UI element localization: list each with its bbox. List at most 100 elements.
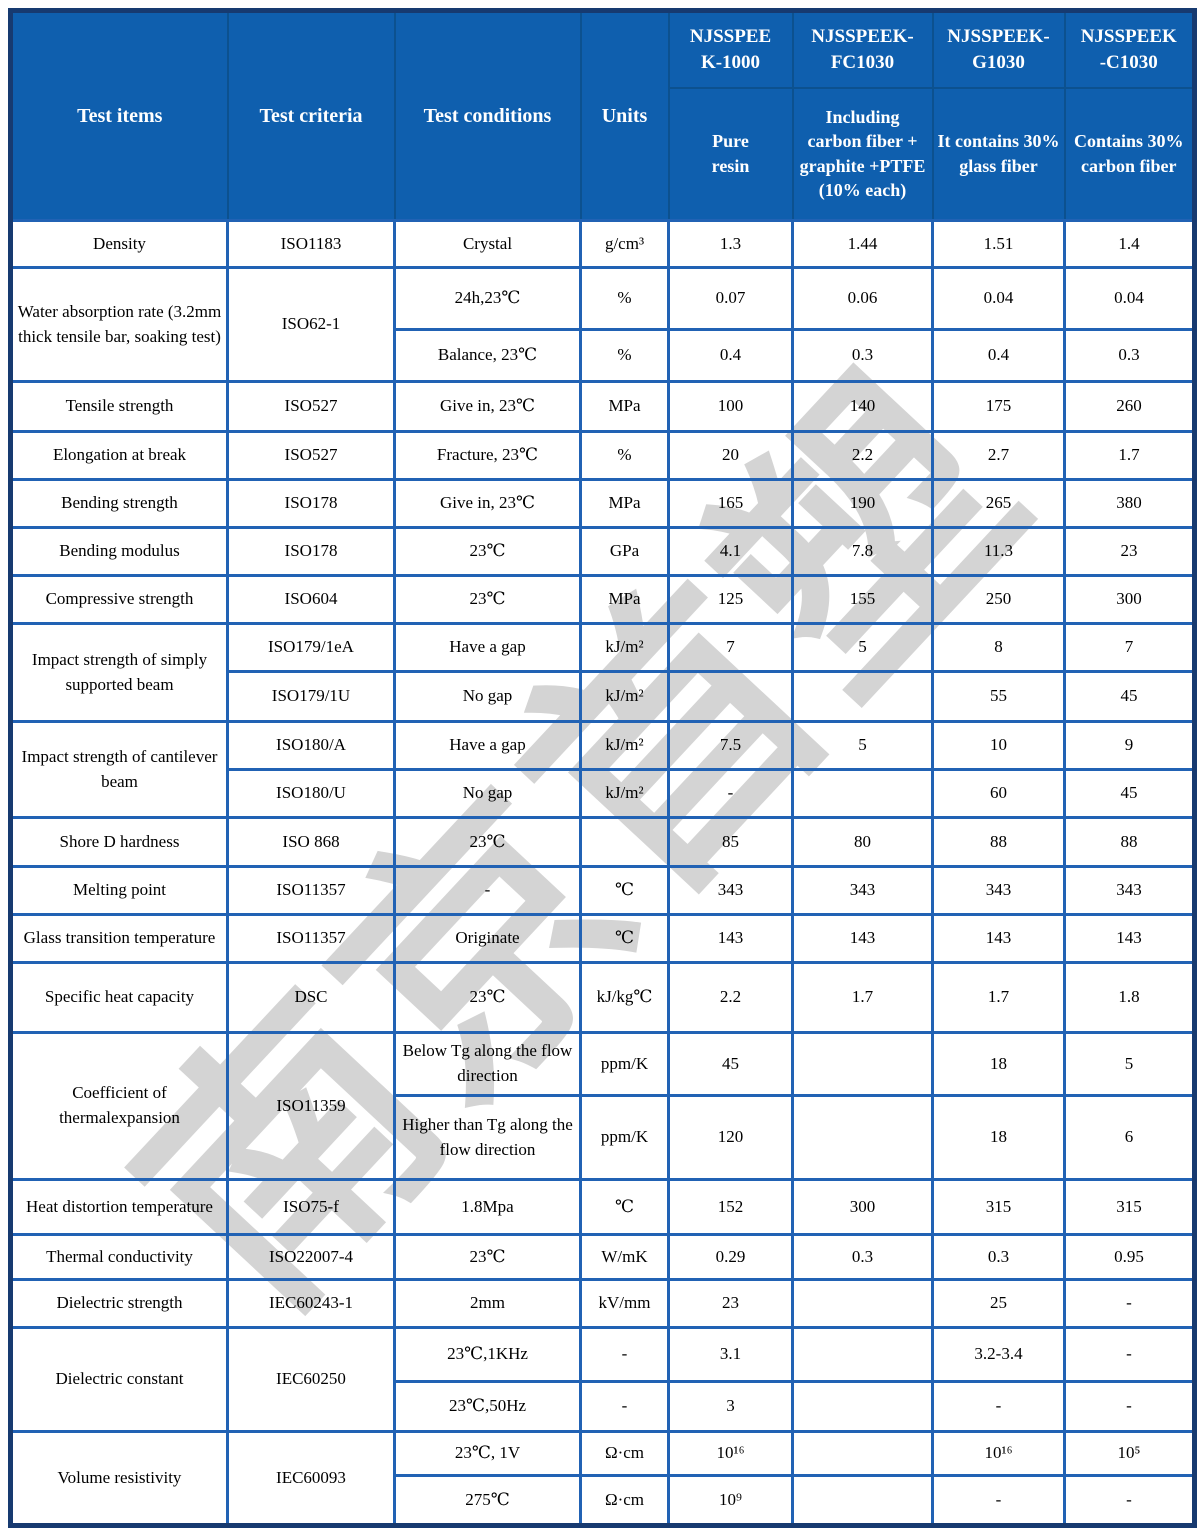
test-item-cell: Water absorption rate (3.2mm thick tensi…: [9, 266, 229, 383]
value-cell: 1.51: [931, 219, 1066, 269]
value-cell: 152: [667, 1178, 794, 1236]
value-cell: 100: [667, 380, 794, 433]
value-cell: 143: [931, 913, 1066, 964]
value-cell: 10⁹: [667, 1474, 794, 1527]
unit-cell: kJ/m²: [579, 720, 670, 771]
test-item-cell: Bending modulus: [9, 526, 229, 577]
condition-cell: Have a gap: [393, 622, 582, 673]
value-cell: 0.07: [667, 266, 794, 331]
unit-cell: %: [579, 430, 670, 481]
header-test-items: Test items: [9, 9, 229, 222]
value-cell: 0.29: [667, 1233, 794, 1281]
condition-cell: Crystal: [393, 219, 582, 269]
table-body: Density ISO1183 Crystal g/cm³ 1.3 1.44 1.51 1.4…: [9, 219, 1196, 1527]
table-row: Balance, 23℃% 0.4 0.3 0.4 0.3: [11, 328, 1196, 383]
value-cell: 0.3: [1063, 328, 1196, 383]
value-cell: 3.2-3.4: [931, 1326, 1066, 1383]
condition-cell: 23℃: [393, 961, 582, 1034]
unit-cell: ppm/K: [579, 1031, 670, 1097]
unit-cell: MPa: [579, 574, 670, 625]
table-row: Shore D hardness ISO 868 23℃ 85 80 88 88: [9, 816, 1196, 868]
test-item-cell: Thermal conductivity: [9, 1233, 229, 1281]
value-cell: 18: [931, 1031, 1066, 1097]
value-cell: -: [667, 768, 794, 819]
unit-cell: %: [579, 266, 670, 331]
table-row: Melting point ISO11357- ℃ 343 343 343 343: [9, 865, 1196, 916]
criteria-cell: ISO11357: [226, 913, 396, 964]
value-cell: 18: [931, 1094, 1066, 1181]
value-cell: 45: [1063, 768, 1196, 819]
test-item-cell: Shore D hardness: [9, 816, 229, 868]
test-item-cell: Dielectric constant: [9, 1326, 229, 1433]
value-cell: -: [1063, 1278, 1196, 1329]
value-cell: -: [1063, 1474, 1196, 1527]
condition-cell: 24h,23℃: [393, 266, 582, 331]
condition-cell: 23℃: [393, 816, 582, 868]
value-cell: 11.3: [931, 526, 1066, 577]
value-cell: 143: [667, 913, 794, 964]
unit-cell: kJ/kg℃: [579, 961, 670, 1034]
table-row: Thermal conductivity ISO22007-4 23℃ W/mK 0.2…: [9, 1233, 1196, 1281]
table-row: Compressive strength ISO604 23℃ MPa 125 155 25…: [9, 574, 1196, 625]
value-cell: 143: [1063, 913, 1196, 964]
value-cell: 88: [931, 816, 1066, 868]
table-row: Coefficient of thermalexpansion ISO11359 B…: [9, 1031, 1196, 1181]
value-cell: -: [1063, 1380, 1196, 1433]
criteria-cell: ISO179/1U: [226, 670, 396, 723]
unit-cell: MPa: [579, 380, 670, 433]
condition-cell: 1.8Mpa: [393, 1178, 582, 1236]
value-cell: [667, 670, 794, 723]
value-cell: 1.8: [1063, 961, 1196, 1034]
test-item-cell: Glass transition temperature: [9, 913, 229, 964]
unit-cell: -: [579, 1326, 670, 1383]
value-cell: 20: [667, 430, 794, 481]
table-row: Impact strength of simply supported beam…: [9, 622, 1196, 723]
value-cell: 343: [667, 865, 794, 916]
value-cell: 0.3: [931, 1233, 1066, 1281]
value-cell: [791, 1031, 934, 1097]
value-cell: -: [1063, 1326, 1196, 1383]
condition-cell: -: [393, 865, 582, 916]
header-desc-g1030: It contains 30% glass fiber: [931, 86, 1066, 222]
value-cell: 55: [931, 670, 1066, 723]
unit-cell: MPa: [579, 478, 670, 529]
criteria-cell: ISO62-1: [226, 266, 396, 383]
condition-cell: Have a gap: [393, 720, 582, 771]
unit-cell: GPa: [579, 526, 670, 577]
table-row: Impact strength of cantilever beam ISO180…: [9, 720, 1196, 819]
value-cell: 143: [791, 913, 934, 964]
header-product-c1030: NJSSPEEK -C1030: [1063, 9, 1196, 89]
test-item-cell: Elongation at break: [9, 430, 229, 481]
condition-cell: No gap: [393, 670, 582, 723]
header-product-k1000: NJSSPEE K-1000: [667, 9, 794, 89]
unit-cell: kJ/m²: [579, 670, 670, 723]
header-product-fc1030: NJSSPEEK- FC1030: [791, 9, 934, 89]
value-cell: 10¹⁶: [931, 1430, 1066, 1477]
value-cell: 1.7: [931, 961, 1066, 1034]
value-cell: [791, 1474, 934, 1527]
condition-cell: No gap: [393, 768, 582, 819]
material-spec-table: Test items Test criteria Test conditions…: [8, 8, 1197, 1528]
criteria-cell: IEC60250: [226, 1326, 396, 1433]
value-cell: [791, 1278, 934, 1329]
condition-cell: Below Tg along the flow direction: [393, 1031, 582, 1097]
value-cell: 10: [931, 720, 1066, 771]
unit-cell: %: [579, 328, 670, 383]
table-row: Bending strength ISO178 Give in, 23℃ MPa 165…: [9, 478, 1196, 529]
test-item-cell: Dielectric strength: [9, 1278, 229, 1329]
value-cell: 8: [931, 622, 1066, 673]
unit-cell: Ω·cm: [579, 1474, 670, 1527]
header-row-products: Test items Test criteria Test conditions…: [9, 9, 1196, 222]
value-cell: 175: [931, 380, 1066, 433]
value-cell: [791, 1430, 934, 1477]
table-row: Glass transition temperature ISO11357 Orig…: [9, 913, 1196, 964]
condition-cell: Give in, 23℃: [393, 380, 582, 433]
value-cell: 23: [1063, 526, 1196, 577]
value-cell: 2.2: [791, 430, 934, 481]
value-cell: 60: [931, 768, 1066, 819]
condition-cell: Originate: [393, 913, 582, 964]
table-row: Specific heat capacity DSC 23℃ kJ/kg℃ 2.2 1.7…: [9, 961, 1196, 1034]
test-item-cell: Specific heat capacity: [9, 961, 229, 1034]
value-cell: 1.4: [1063, 219, 1196, 269]
value-cell: 0.06: [791, 266, 934, 331]
